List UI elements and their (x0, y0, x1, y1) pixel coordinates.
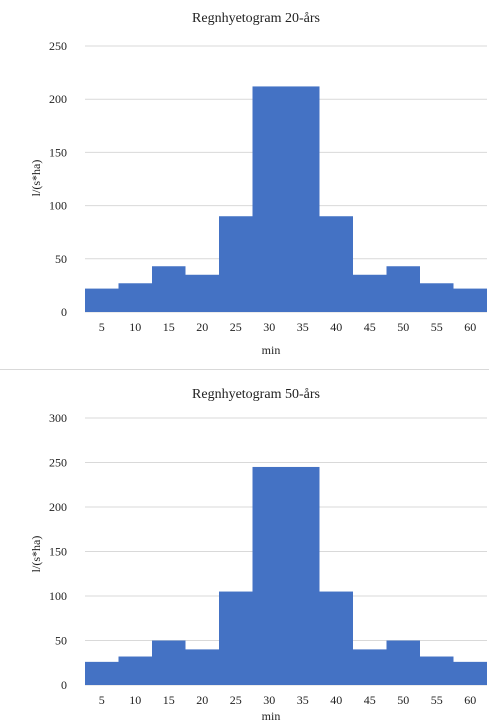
x-tick-label: 10 (129, 693, 141, 707)
bar (453, 288, 487, 312)
x-tick-label: 50 (397, 320, 409, 334)
bar (219, 591, 253, 685)
y-axis-title: l/(s*ha) (29, 160, 43, 197)
bar (420, 656, 454, 685)
x-tick-label: 25 (230, 320, 242, 334)
bar (386, 266, 420, 312)
bar (386, 640, 420, 685)
bar (85, 288, 119, 312)
x-tick-label: 60 (464, 320, 476, 334)
y-tick-label: 50 (55, 634, 67, 648)
bar (152, 640, 186, 685)
bar (420, 283, 454, 312)
x-tick-label: 5 (99, 693, 105, 707)
bar (353, 649, 387, 685)
x-tick-label: 10 (129, 320, 141, 334)
y-tick-label: 100 (49, 589, 67, 603)
x-tick-label: 40 (330, 320, 342, 334)
bar (319, 216, 353, 312)
x-tick-label: 30 (263, 693, 275, 707)
x-tick-label: 50 (397, 693, 409, 707)
y-tick-label: 150 (49, 545, 67, 559)
bar (353, 274, 387, 312)
bar (286, 466, 320, 685)
bar (118, 283, 152, 312)
x-tick-label: 20 (196, 693, 208, 707)
bar (152, 266, 186, 312)
chart-50-year-svg: Regnhyetogram 50-års min l/(s*ha) 0 50 100… (29, 387, 487, 723)
x-tick-label: 55 (431, 320, 443, 334)
y-tick-label: 0 (61, 305, 67, 319)
x-tick-label: 5 (99, 320, 105, 334)
bar (252, 466, 286, 685)
y-tick-label: 250 (49, 456, 67, 470)
x-axis-title: min (262, 709, 281, 723)
x-tick-label: 20 (196, 320, 208, 334)
bar (252, 86, 286, 312)
y-axis-title: l/(s*ha) (29, 536, 43, 573)
x-tick-label: 25 (230, 693, 242, 707)
y-tick-label: 50 (55, 252, 67, 266)
chart-title: Regnhyetogram 20-års (192, 11, 320, 26)
bar (286, 86, 320, 312)
y-tick-label: 250 (49, 39, 67, 53)
bar (118, 656, 152, 685)
bar (185, 274, 219, 312)
y-tick-label: 300 (49, 411, 67, 425)
chart-divider (0, 369, 489, 370)
x-tick-label: 35 (297, 320, 309, 334)
x-tick-label: 35 (297, 693, 309, 707)
x-tick-label: 40 (330, 693, 342, 707)
chart-20-year-svg: Regnhyetogram 20-års min l/(s*ha) 0 50 100… (29, 11, 487, 357)
bar (85, 661, 119, 685)
bar (219, 216, 253, 312)
x-tick-label: 15 (163, 693, 175, 707)
bar (453, 661, 487, 685)
y-tick-label: 100 (49, 199, 67, 213)
chart-title: Regnhyetogram 50-års (192, 387, 320, 402)
chart-20-year: Regnhyetogram 20-års min l/(s*ha) 0 50 100… (29, 11, 487, 357)
y-tick-label: 200 (49, 500, 67, 514)
y-tick-label: 150 (49, 145, 67, 159)
x-tick-label: 55 (431, 693, 443, 707)
y-tick-label: 200 (49, 92, 67, 106)
x-tick-label: 30 (263, 320, 275, 334)
y-tick-label: 0 (61, 678, 67, 692)
bar (319, 591, 353, 685)
x-axis-title: min (262, 343, 281, 357)
x-tick-label: 45 (364, 320, 376, 334)
x-tick-label: 60 (464, 693, 476, 707)
x-tick-label: 45 (364, 693, 376, 707)
x-tick-label: 15 (163, 320, 175, 334)
chart-50-year: Regnhyetogram 50-års min l/(s*ha) 0 50 100… (0, 374, 489, 725)
bar (185, 649, 219, 685)
